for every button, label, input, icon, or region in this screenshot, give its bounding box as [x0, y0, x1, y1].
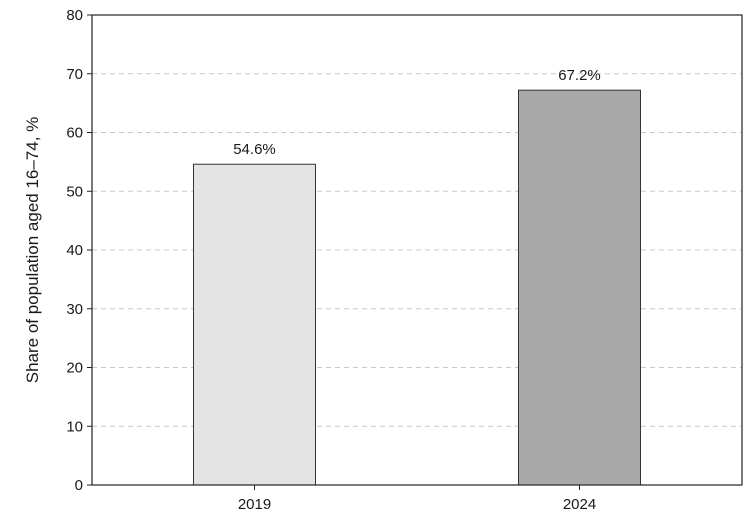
y-tick-label: 10 [66, 418, 83, 435]
data-label-2019: 54.6% [233, 141, 276, 158]
y-tick-label: 40 [66, 242, 83, 259]
y-tick-label: 0 [75, 477, 83, 494]
y-tick-label: 50 [66, 183, 83, 200]
x-axis-ticks: 2019 2024 [238, 485, 596, 513]
y-tick-label: 60 [66, 125, 83, 142]
bar-2024 [518, 89, 641, 486]
y-tick-label: 70 [66, 66, 83, 83]
bar-2019 [193, 163, 316, 486]
y-axis-label: Share of population aged 16–74, % [23, 117, 42, 384]
y-tick-label: 30 [66, 301, 83, 318]
bars [193, 89, 641, 486]
y-tick-label: 20 [66, 360, 83, 377]
data-label-2024: 67.2% [558, 67, 601, 84]
x-tick-label: 2019 [238, 496, 271, 513]
x-tick-label: 2024 [563, 496, 596, 513]
y-tick-label: 80 [66, 7, 83, 24]
gridlines [92, 73, 742, 427]
data-labels: 54.6% 67.2% [233, 67, 601, 158]
y-axis-ticks: 0 10 20 30 40 50 60 70 80 [66, 7, 92, 494]
